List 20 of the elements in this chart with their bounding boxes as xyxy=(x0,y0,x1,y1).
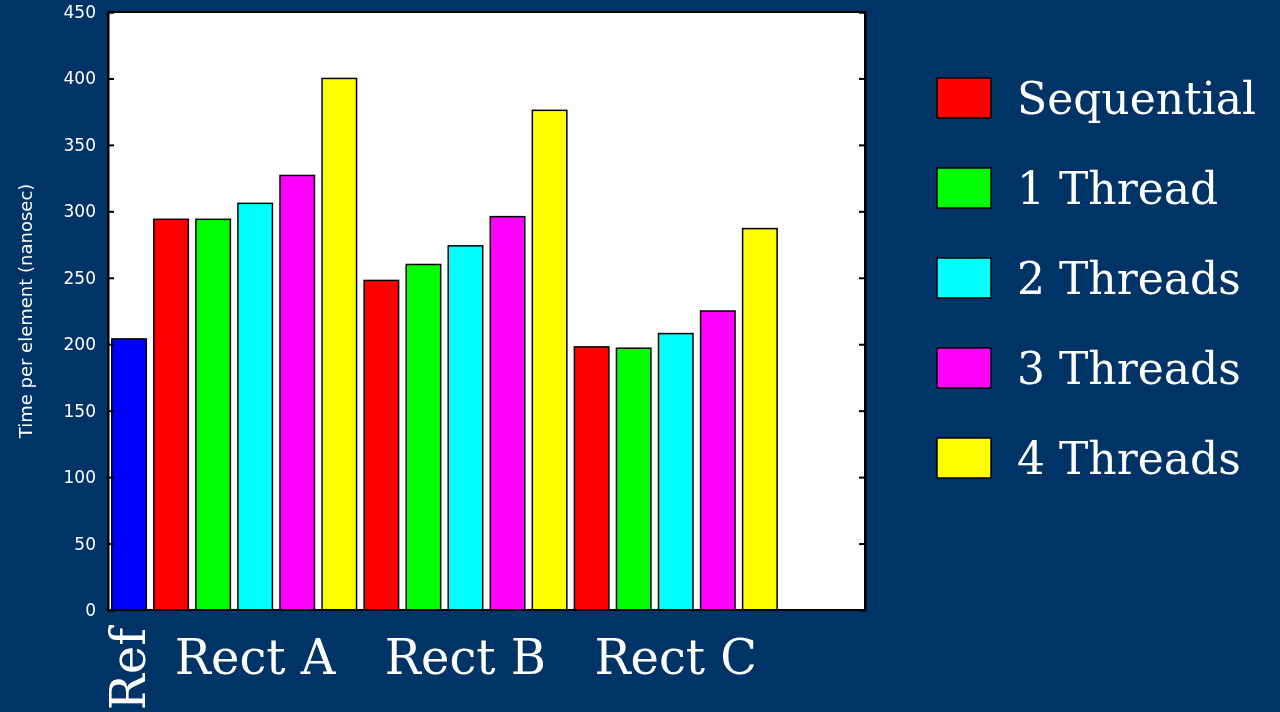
x-tick-label: Rect A xyxy=(174,629,337,685)
x-tick-label: Rect B xyxy=(384,629,547,685)
y-tick-label: 100 xyxy=(63,467,96,488)
legend-label: Sequential xyxy=(1017,73,1257,124)
x-tick-label: Ref xyxy=(100,624,157,711)
y-axis-title: Time per element (nanosec) xyxy=(15,183,36,440)
y-tick-label: 0 xyxy=(85,599,96,620)
y-tick-label: 350 xyxy=(63,134,96,155)
legend-label: 1 Thread xyxy=(1017,163,1219,214)
legend-label: 4 Threads xyxy=(1017,433,1241,484)
y-tick-label: 150 xyxy=(63,400,96,421)
y-tick-label: 200 xyxy=(63,334,96,355)
x-tick-label: Rect C xyxy=(594,629,758,685)
y-tick-label: 50 xyxy=(74,533,96,554)
legend-label: 2 Threads xyxy=(1017,253,1241,304)
y-tick-label: 250 xyxy=(63,267,96,288)
y-tick-label: 450 xyxy=(63,1,96,22)
y-tick-label: 400 xyxy=(63,68,96,89)
legend-label: 3 Threads xyxy=(1017,343,1241,394)
y-tick-label: 300 xyxy=(63,201,96,222)
